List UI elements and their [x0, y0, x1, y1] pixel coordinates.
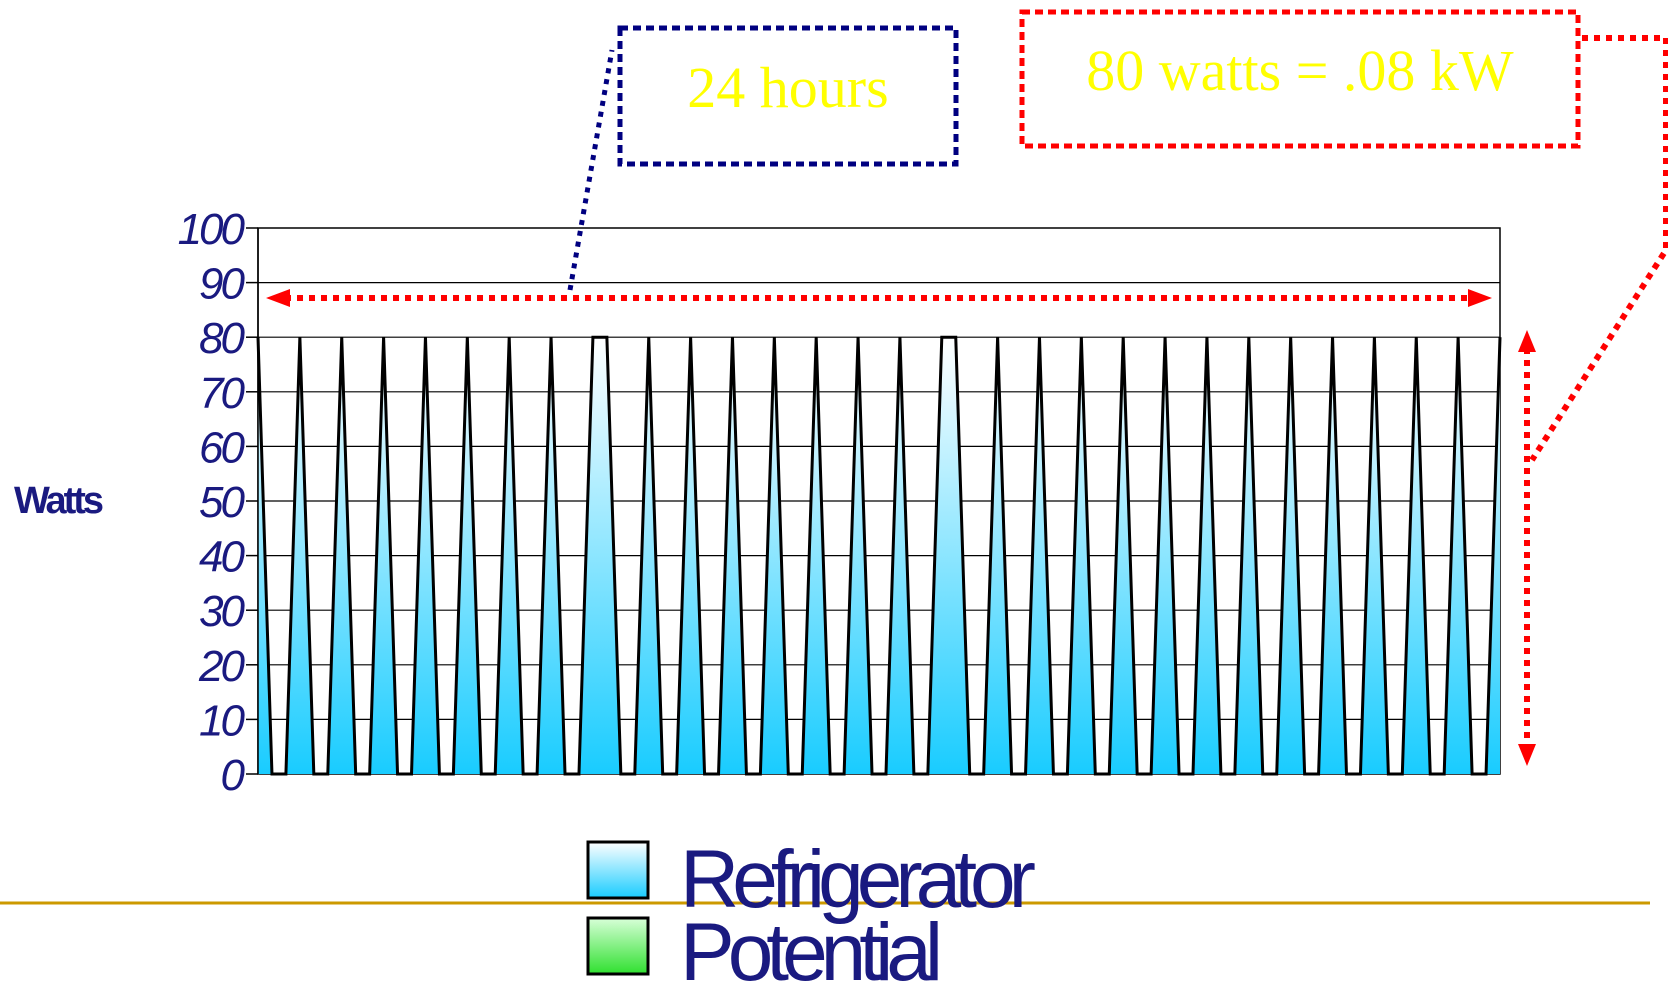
- y-tick-label: 0: [221, 751, 246, 800]
- legend-swatch-refrigerator: [586, 840, 650, 900]
- y-tick-label: 100: [178, 205, 246, 254]
- y-tick-label: 20: [198, 642, 245, 691]
- hours-callout-text: 24 hours: [687, 55, 888, 120]
- y-tick-label: 90: [199, 260, 245, 309]
- hours-connector: [567, 49, 615, 291]
- legend-swatch-potential: [586, 916, 650, 976]
- y-tick-label: 10: [199, 696, 245, 745]
- y-tick-label: 70: [199, 369, 245, 418]
- day-span-arrow-left-head: [266, 289, 290, 307]
- watts-callout-box: [1019, 9, 1581, 149]
- y-axis: 0 10 20 30 40 50 60 70 80 90 100: [178, 205, 258, 800]
- watts-connector: [1529, 35, 1668, 462]
- y-axis-label: Watts: [14, 480, 103, 522]
- legend-label-refrigerator: Refrigerator: [680, 834, 1035, 925]
- y-tick-label: 80: [199, 314, 245, 363]
- watts-height-arrow-bottom-head: [1518, 744, 1536, 766]
- watts-callout-text: 80 watts = .08 kW: [1086, 38, 1514, 103]
- y-tick-label: 50: [199, 478, 245, 527]
- y-tick-label: 60: [199, 423, 245, 472]
- series-refrigerator-line: [256, 335, 1502, 776]
- y-tick-label: 40: [199, 533, 245, 582]
- hours-callout-box: [617, 25, 959, 167]
- watts-height-arrow-top-head: [1518, 330, 1536, 352]
- series-refrigerator-area: [258, 337, 1500, 774]
- y-tick-label: 30: [199, 587, 245, 636]
- day-span-arrow-right-head: [1468, 289, 1492, 307]
- legend-label-potential: Potential: [680, 907, 938, 985]
- legend: Refrigerator Potential: [586, 834, 1042, 985]
